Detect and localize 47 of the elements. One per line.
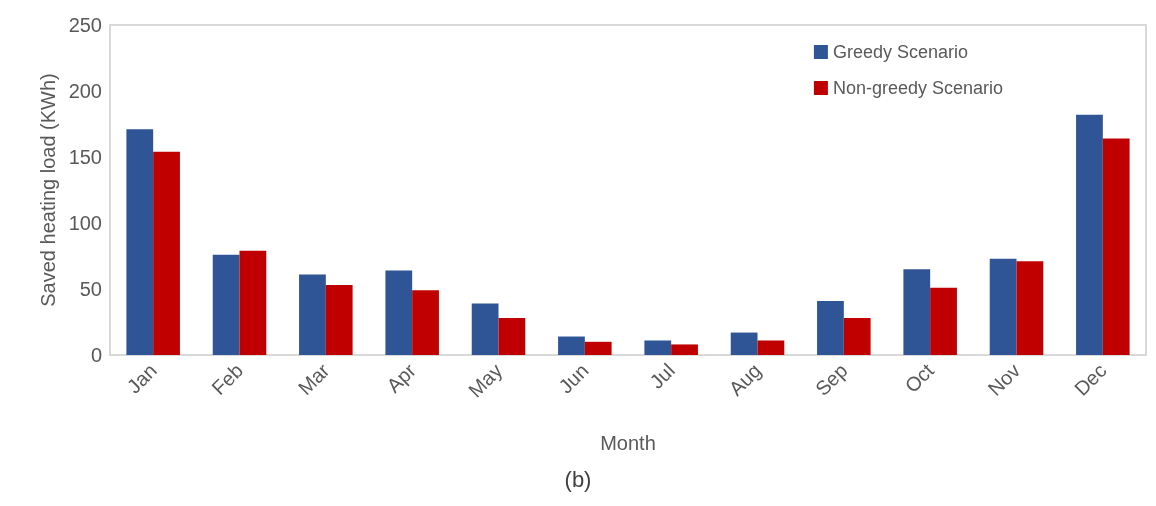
bar — [126, 129, 154, 355]
bar — [212, 254, 240, 355]
bar — [325, 285, 353, 355]
bar — [412, 290, 439, 355]
text: (b) — [564, 466, 592, 492]
x-tick-label: Sep — [810, 359, 852, 400]
x-tick-label: Jan — [122, 359, 161, 398]
x-tick-label: Aug — [724, 359, 766, 400]
bar — [153, 151, 180, 355]
y-tick-label: 50 — [79, 278, 102, 300]
y-tick-label: 150 — [68, 146, 102, 168]
bar — [299, 274, 326, 355]
bar — [930, 287, 957, 355]
bar — [1076, 114, 1103, 355]
bar — [843, 318, 871, 355]
x-tick-label: Dec — [1069, 359, 1111, 400]
x-tick-label: Apr — [382, 358, 421, 397]
bar — [1016, 261, 1044, 355]
x-tick-label: May — [464, 359, 507, 402]
bar — [471, 303, 499, 355]
y-tick-label: 250 — [68, 14, 102, 36]
bar — [730, 332, 758, 355]
legend-label: Greedy Scenario — [832, 42, 968, 62]
bar — [644, 340, 672, 355]
bar — [584, 341, 612, 355]
x-axis-title: Month — [600, 432, 656, 454]
x-tick-label: Feb — [207, 359, 248, 400]
bar — [1102, 138, 1130, 355]
y-axis-title: Saved heating load (KWh) — [36, 73, 59, 307]
legend-label: Non-greedy Scenario — [832, 78, 1004, 98]
bar — [671, 344, 698, 355]
x-tick-label: Mar — [293, 358, 334, 400]
bar — [989, 258, 1017, 355]
x-tick-label: Nov — [983, 359, 1025, 400]
y-tick-label: 0 — [90, 344, 102, 366]
bar — [498, 318, 526, 355]
y-tick-label: 200 — [68, 80, 102, 102]
bar — [385, 270, 413, 355]
y-tick-label: 100 — [68, 212, 102, 234]
bar — [239, 250, 267, 355]
x-tick-label: Jun — [554, 359, 593, 398]
bar — [558, 336, 585, 355]
bar — [903, 269, 931, 355]
bar — [757, 340, 785, 355]
x-tick-label: Jul — [645, 359, 679, 393]
bar — [817, 300, 844, 355]
x-tick-label: Oct — [900, 358, 939, 397]
